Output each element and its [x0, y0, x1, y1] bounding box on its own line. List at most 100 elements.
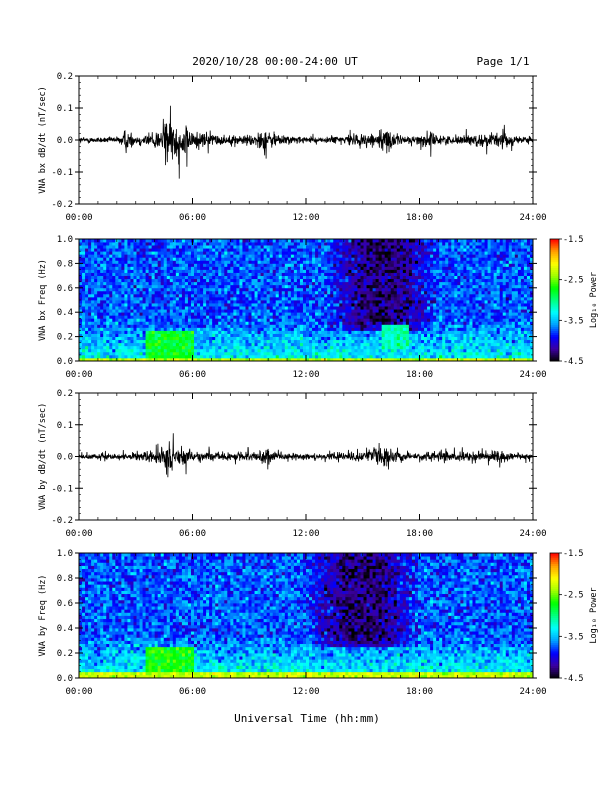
spectrogram-cell [342, 336, 346, 341]
spectrogram-cell [405, 278, 410, 283]
spectrogram-cell [142, 318, 146, 322]
spectrogram-cell [366, 303, 370, 307]
spectrogram-cell [145, 254, 150, 258]
spectrogram-cell [275, 309, 280, 313]
spectrogram-cell [251, 306, 255, 310]
spectrogram-cell [209, 260, 213, 264]
spectrogram-cell [145, 357, 150, 362]
spectrogram-cell [124, 357, 128, 362]
spectrogram-cell [172, 290, 177, 295]
spectrogram-cell [266, 254, 271, 258]
spectrogram-cell [79, 296, 83, 301]
spectrogram-cell [266, 242, 271, 246]
spectrogram-cell [221, 242, 225, 246]
spectrogram-cell [100, 284, 104, 289]
spectrogram-cell [309, 296, 313, 301]
spectrogram-cell [327, 284, 331, 289]
spectrogram-cell [145, 275, 150, 280]
spectrogram-cell [97, 266, 101, 270]
spectrogram-cell [402, 309, 407, 313]
spectrogram-cell [360, 318, 364, 322]
spectrogram-cell [424, 263, 428, 267]
spectrogram-cell [206, 351, 210, 356]
spectrogram-cell [393, 251, 398, 255]
spectrogram-cell [266, 287, 271, 292]
spectrogram-cell [209, 339, 213, 344]
spectrogram-cell [115, 260, 119, 264]
spectrogram-cell [309, 324, 313, 328]
spectrogram-cell [254, 260, 258, 264]
spectrogram-cell [145, 333, 150, 337]
spectrogram-cell [106, 260, 110, 264]
spectrogram-cell [163, 333, 168, 337]
spectrogram-cell [245, 260, 249, 264]
spectrogram-cell [254, 321, 258, 325]
spectrogram-cell [330, 278, 334, 283]
spectrogram-cell [215, 315, 219, 319]
spectrogram-cell [378, 251, 383, 255]
spectrogram-cell [178, 309, 183, 313]
spectrogram-cell [266, 284, 271, 289]
spectrogram-cell [157, 357, 162, 362]
spectrogram-cell [442, 266, 446, 270]
spectrogram-cell [206, 239, 210, 243]
spectrogram-cell [348, 296, 352, 301]
spectrogram-cell [363, 315, 367, 319]
spectrogram-cell [206, 251, 210, 255]
spectrogram-cell [82, 254, 86, 258]
spectrogram-cell [203, 354, 207, 359]
spectrogram-cell [306, 324, 310, 328]
spectrogram-cell [339, 278, 343, 283]
spectrogram-cell [369, 257, 373, 261]
spectrogram-cell [91, 245, 95, 249]
spectrogram-cell [127, 266, 131, 270]
spectrogram-cell [136, 327, 140, 331]
spectrogram-cell [372, 293, 377, 298]
spectrogram-cell [278, 248, 283, 252]
spectrogram-cell [239, 293, 243, 298]
spectrogram-cell [263, 357, 268, 362]
spectrogram-cell [154, 351, 159, 356]
spectrogram-cell [439, 260, 443, 264]
spectrogram-cell [354, 318, 358, 322]
spectrogram-cell [227, 260, 231, 264]
spectrogram-cell [321, 269, 325, 273]
spectrogram-cell [278, 260, 283, 264]
spectrogram-cell [112, 272, 116, 276]
spectrogram-cell [154, 312, 159, 316]
spectrogram-cell [194, 239, 198, 243]
spectrogram-cell [369, 345, 373, 350]
spectrogram-cell [139, 303, 143, 307]
spectrogram-cell [127, 272, 131, 276]
spectrogram-cell [269, 321, 274, 325]
spectrogram-cell [166, 327, 171, 331]
spectrogram-cell [233, 330, 237, 334]
spectrogram-cell [260, 293, 265, 298]
spectrogram-cell [284, 306, 289, 310]
spectrogram-cell [306, 257, 310, 261]
spectrogram-cell [281, 342, 286, 347]
spectrogram-cell [318, 251, 322, 255]
spectrogram-cell [154, 315, 159, 319]
spectrogram-cell [375, 330, 380, 334]
spectrogram-cell [124, 321, 128, 325]
spectrogram-cell [384, 336, 389, 341]
spectrogram-cell [278, 254, 283, 258]
spectrogram-cell [233, 339, 237, 344]
spectrogram-cell [85, 321, 89, 325]
spectrogram-cell [345, 351, 349, 356]
spectrogram-cell [91, 263, 95, 267]
spectrogram-cell [424, 293, 428, 298]
spectrogram-cell [417, 257, 422, 261]
spectrogram-cell [369, 303, 373, 307]
spectrogram-cell [91, 269, 95, 273]
spectrogram-cell [330, 275, 334, 280]
spectrogram-cell [293, 327, 298, 331]
spectrogram-cell [378, 248, 383, 252]
spectrogram-cell [251, 278, 255, 283]
spectrogram-cell [299, 278, 304, 283]
spectrogram-cell [172, 272, 177, 276]
spectrogram-cell [212, 242, 216, 246]
spectrogram-cell [299, 327, 304, 331]
spectrogram-cell [106, 357, 110, 362]
